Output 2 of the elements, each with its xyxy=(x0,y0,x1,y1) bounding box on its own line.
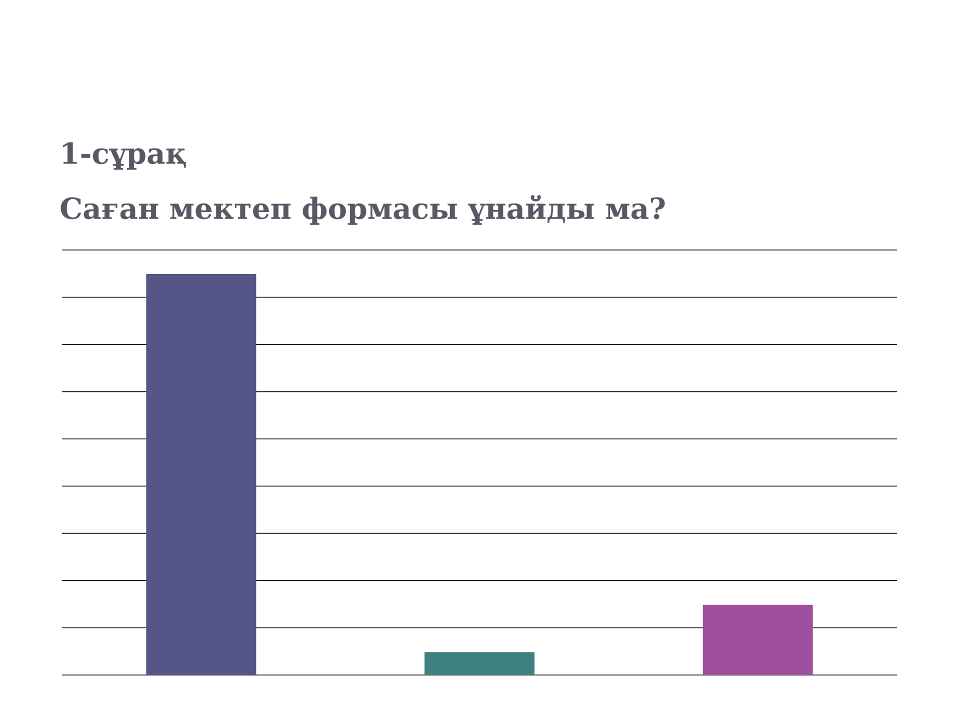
chart-subtitle: Саған мектеп формасы ұнайды ма? xyxy=(60,195,665,225)
chart-title: 1-сұрақ xyxy=(63,142,186,170)
